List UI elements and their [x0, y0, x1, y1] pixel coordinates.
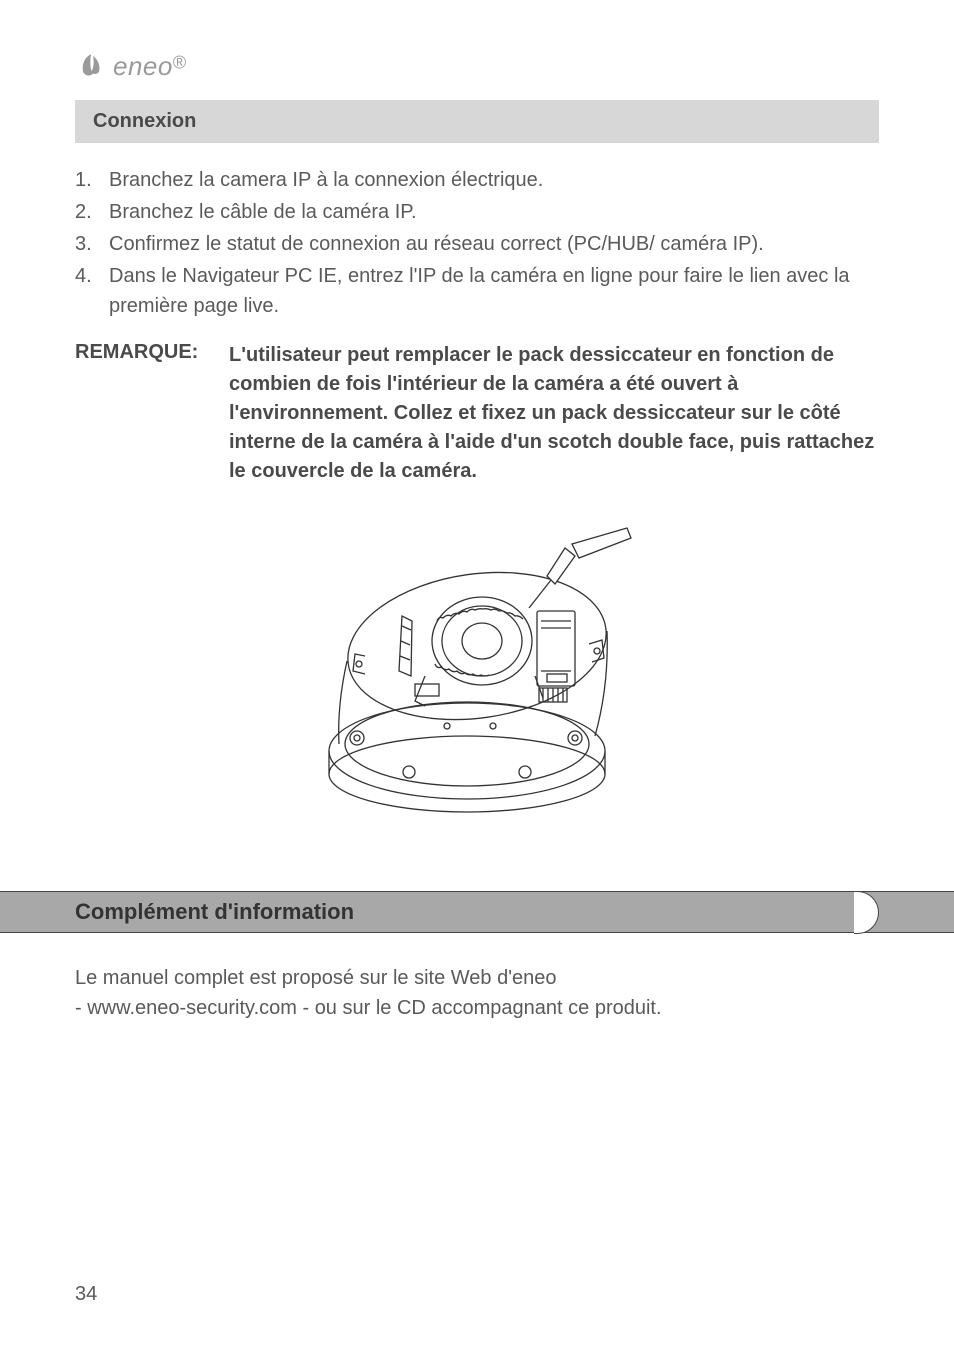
remarque-note: REMARQUE: L'utilisateur peut remplacer l… — [75, 341, 879, 486]
body-line: Le manuel complet est proposé sur le sit… — [75, 963, 879, 993]
body-paragraph: Le manuel complet est proposé sur le sit… — [75, 963, 879, 1023]
section-bar-complement: Complément d'information — [0, 891, 954, 933]
logo-text: eneo® — [113, 51, 186, 82]
list-text: Dans le Navigateur PC IE, entrez l'IP de… — [109, 261, 879, 321]
brand-logo: eneo® — [75, 50, 879, 82]
list-text: Branchez le câble de la caméra IP. — [109, 197, 879, 227]
list-number: 4. — [75, 261, 109, 321]
list-number: 3. — [75, 229, 109, 259]
list-text: Confirmez le statut de connexion au rése… — [109, 229, 879, 259]
body-line: - www.eneo-security.com - ou sur le CD a… — [75, 993, 879, 1023]
remarque-label: REMARQUE: — [75, 341, 229, 486]
page-number: 34 — [75, 1283, 97, 1306]
camera-diagram-container — [75, 526, 879, 821]
section-header-connexion: Connexion — [75, 100, 879, 143]
list-number: 1. — [75, 165, 109, 195]
list-number: 2. — [75, 197, 109, 227]
numbered-list: 1. Branchez la camera IP à la connexion … — [75, 165, 879, 321]
list-item: 4. Dans le Navigateur PC IE, entrez l'IP… — [75, 261, 879, 321]
list-item: 1. Branchez la camera IP à la connexion … — [75, 165, 879, 195]
logo-leaf-icon — [75, 50, 107, 82]
remarque-text: L'utilisateur peut remplacer le pack des… — [229, 341, 879, 486]
section-bar-title: Complément d'information — [14, 899, 354, 924]
list-item: 3. Confirmez le statut de connexion au r… — [75, 229, 879, 259]
list-item: 2. Branchez le câble de la caméra IP. — [75, 197, 879, 227]
camera-diagram — [307, 526, 647, 821]
list-text: Branchez la camera IP à la connexion éle… — [109, 165, 879, 195]
